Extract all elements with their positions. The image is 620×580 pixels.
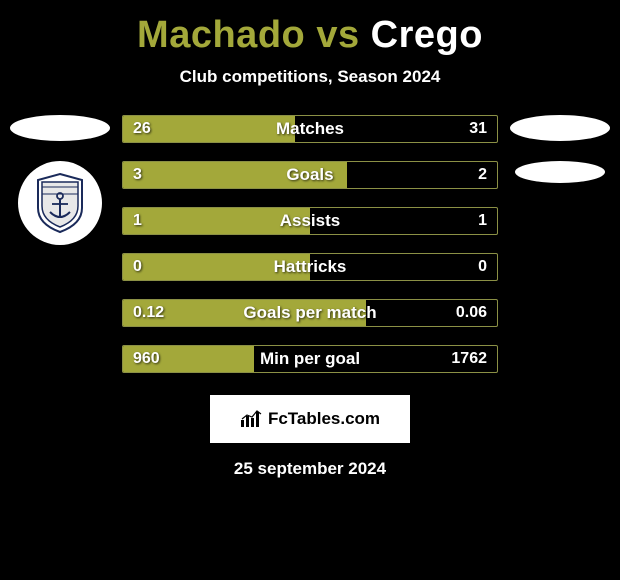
stat-bar: 2631Matches <box>122 115 498 143</box>
stat-label: Hattricks <box>123 254 497 280</box>
stat-label: Matches <box>123 116 497 142</box>
comparison-panel: 2631Matches 32Goals 11Assists 00Hattricks 0.… <box>0 115 620 373</box>
stat-label: Min per goal <box>123 346 497 372</box>
side-right <box>510 115 610 183</box>
club-badge-left <box>18 161 102 245</box>
player1-name: Machado <box>137 14 305 56</box>
stat-label: Assists <box>123 208 497 234</box>
attribution-logo[interactable]: FcTables.com <box>210 395 410 443</box>
stat-bar: 11Assists <box>122 207 498 235</box>
shield-anchor-icon <box>32 172 88 234</box>
subtitle: Club competitions, Season 2024 <box>0 67 620 87</box>
vs-text: vs <box>316 14 359 56</box>
player2-avatar-placeholder <box>510 115 610 141</box>
stat-bars: 2631Matches 32Goals 11Assists 00Hattricks 0.… <box>110 115 510 373</box>
stat-label: Goals <box>123 162 497 188</box>
page-title: Machado vs Crego <box>0 0 620 57</box>
stat-bar: 00Hattricks <box>122 253 498 281</box>
stat-bar: 9601762Min per goal <box>122 345 498 373</box>
player2-name: Crego <box>371 14 483 56</box>
stat-bar: 0.120.06Goals per match <box>122 299 498 327</box>
stat-label: Goals per match <box>123 300 497 326</box>
side-left <box>10 115 110 245</box>
player1-avatar-placeholder <box>10 115 110 141</box>
club-badge-right-placeholder <box>515 161 605 183</box>
logo-label: FcTables.com <box>268 409 380 429</box>
logo-text: FcTables.com <box>240 409 380 429</box>
date-text: 25 september 2024 <box>0 459 620 479</box>
barchart-icon <box>240 410 264 428</box>
stat-bar: 32Goals <box>122 161 498 189</box>
